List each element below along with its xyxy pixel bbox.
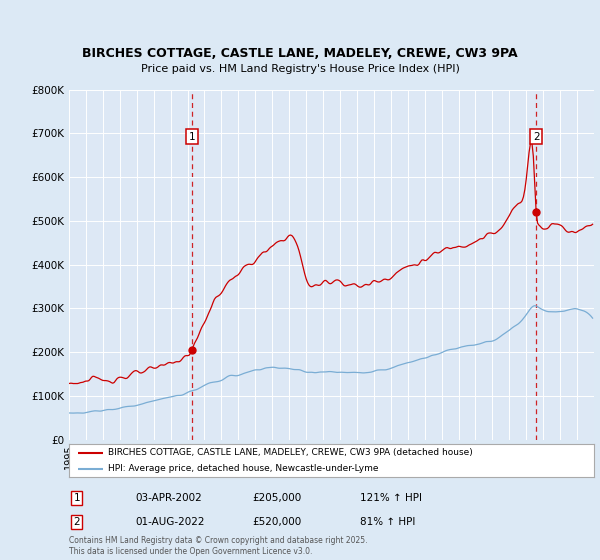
Text: Contains HM Land Registry data © Crown copyright and database right 2025.
This d: Contains HM Land Registry data © Crown c… [69, 536, 367, 556]
Text: 1: 1 [73, 493, 80, 503]
Text: 01-AUG-2022: 01-AUG-2022 [135, 517, 205, 527]
Text: BIRCHES COTTAGE, CASTLE LANE, MADELEY, CREWE, CW3 9PA: BIRCHES COTTAGE, CASTLE LANE, MADELEY, C… [82, 46, 518, 60]
Text: £205,000: £205,000 [252, 493, 301, 503]
Text: 2: 2 [73, 517, 80, 527]
Text: 121% ↑ HPI: 121% ↑ HPI [360, 493, 422, 503]
Text: £520,000: £520,000 [252, 517, 301, 527]
Text: 1: 1 [188, 132, 195, 142]
Text: BIRCHES COTTAGE, CASTLE LANE, MADELEY, CREWE, CW3 9PA (detached house): BIRCHES COTTAGE, CASTLE LANE, MADELEY, C… [109, 449, 473, 458]
Text: 81% ↑ HPI: 81% ↑ HPI [360, 517, 415, 527]
Text: Price paid vs. HM Land Registry's House Price Index (HPI): Price paid vs. HM Land Registry's House … [140, 64, 460, 74]
Text: 03-APR-2002: 03-APR-2002 [135, 493, 202, 503]
Text: HPI: Average price, detached house, Newcastle-under-Lyme: HPI: Average price, detached house, Newc… [109, 464, 379, 473]
Text: 2: 2 [533, 132, 539, 142]
